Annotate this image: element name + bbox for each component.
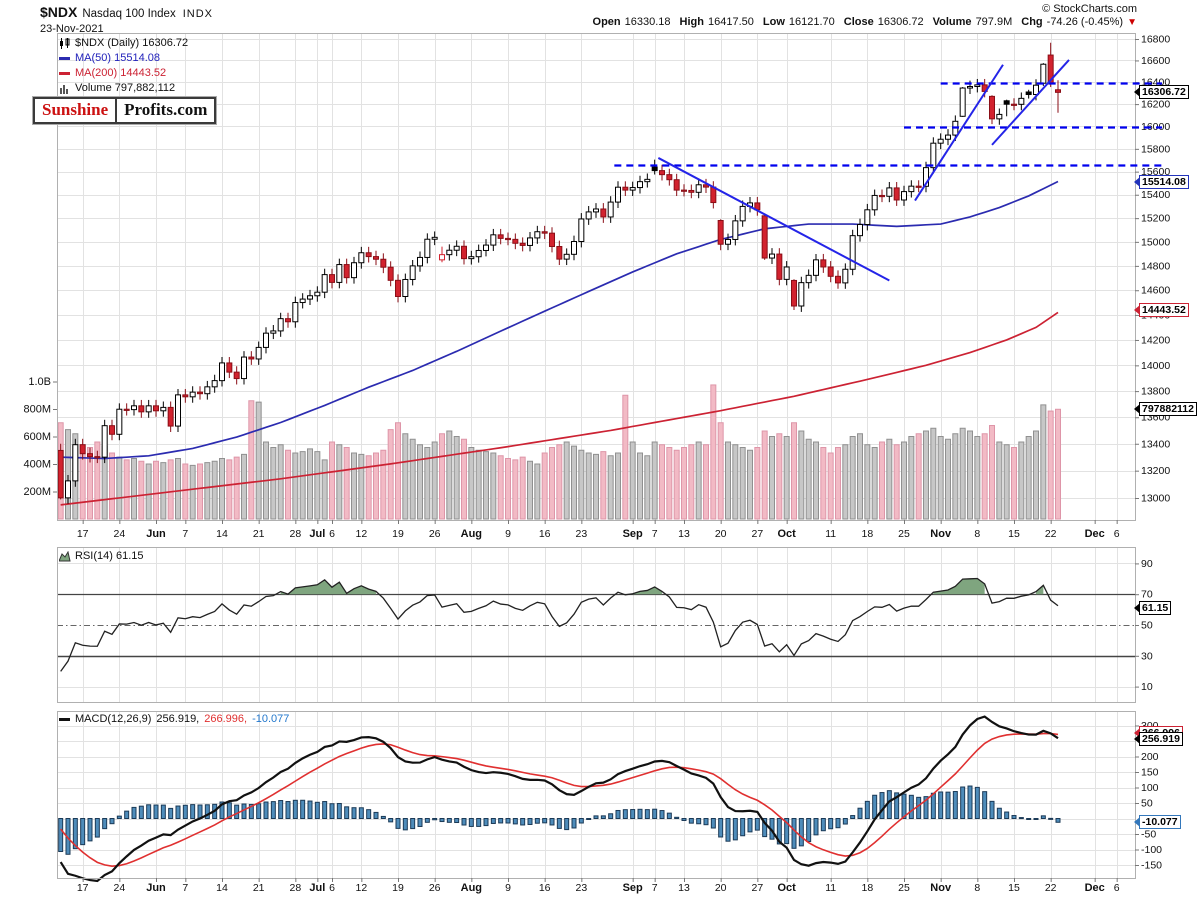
macd-legend: MACD(12,26,9) 256.919, 266.996, -10.077 (59, 712, 289, 727)
volume-label: Volume (932, 16, 972, 28)
low-label: Low (762, 16, 785, 28)
chg-value: -74.26 (-0.45%) (1046, 16, 1124, 28)
main-chart-legend: $NDX (Daily) 16306.72 MA(50) 15514.08 MA… (59, 36, 188, 96)
low-value: 16121.70 (788, 16, 835, 28)
legend-ma50-text: MA(50) 15514.08 (75, 52, 160, 64)
symbol-label: $NDX (40, 4, 78, 20)
ma200-line-icon (59, 68, 71, 79)
last-price-tag: 16306.72 (1134, 85, 1189, 100)
ma50-line-icon (59, 53, 71, 64)
legend-symbol-text: $NDX (Daily) 16306.72 (75, 37, 189, 49)
legend-ma200-text: MA(200) 14443.52 (75, 67, 167, 79)
macd-hist-value: -10.077 (252, 713, 290, 725)
high-label: High (679, 16, 704, 28)
open-label: Open (592, 16, 621, 28)
macd-legend-row: MACD(12,26,9) 256.919, 266.996, -10.077 (59, 712, 289, 727)
legend-ma50-row: MA(50) 15514.08 (59, 51, 188, 66)
volume-bars-icon (59, 83, 71, 94)
legend-volume-row: Volume 797,882,112 (59, 81, 188, 96)
rsi-legend-text: RSI(14) 61.15 (75, 550, 144, 562)
legend-ma200-row: MA(200) 14443.52 (59, 66, 188, 81)
chart-header: $NDX Nasdaq 100 Index INDX 23-Nov-2021 (40, 4, 213, 35)
logo-profits: Profits.com (117, 99, 215, 122)
symbol-name: Nasdaq 100 Index (82, 8, 176, 20)
rsi-area-icon (59, 551, 71, 562)
legend-volume-text: Volume 797,882,112 (75, 82, 176, 94)
macd-hist-tag: -10.077 (1134, 814, 1181, 829)
macd-signal-value: 266.996, (204, 713, 248, 725)
close-label: Close (843, 16, 874, 28)
close-value: 16306.72 (877, 16, 924, 28)
candlestick-icon (59, 38, 71, 49)
macd-legend-label: MACD(12,26,9) (75, 713, 152, 725)
ohlc-quote-line: Open 16330.18 High 16417.50 Low 16121.70 Close… (593, 16, 1137, 28)
macd-line-icon (59, 714, 71, 725)
sunshine-profits-logo: Sunshine Profits.com (31, 96, 218, 125)
rsi-value-tag: 61.15 (1133, 600, 1172, 615)
logo-sunshine: Sunshine (35, 99, 118, 122)
open-value: 16330.18 (624, 16, 671, 28)
chart-date: 23-Nov-2021 (40, 23, 104, 35)
ma200-price-tag: 14443.52 (1134, 302, 1189, 317)
volume-value: 797.9M (975, 16, 1013, 28)
title-line: $NDX Nasdaq 100 Index INDX (40, 4, 213, 22)
high-value: 16417.50 (708, 16, 754, 28)
copyright: © StockCharts.com (1042, 3, 1137, 15)
rsi-legend: RSI(14) 61.15 (59, 549, 143, 564)
macd-value-tag: 256.919 (1134, 731, 1183, 746)
legend-symbol-row: $NDX (Daily) 16306.72 (59, 36, 188, 51)
ma50-price-tag: 15514.08 (1134, 174, 1189, 189)
macd-value: 256.919, (156, 713, 200, 725)
change-down-triangle-icon: ▼ (1127, 17, 1137, 28)
volume-tag: 797882112 (1134, 402, 1197, 417)
chg-label: Chg (1021, 16, 1043, 28)
rsi-legend-row: RSI(14) 61.15 (59, 549, 143, 564)
exchange-label: INDX (182, 8, 213, 20)
